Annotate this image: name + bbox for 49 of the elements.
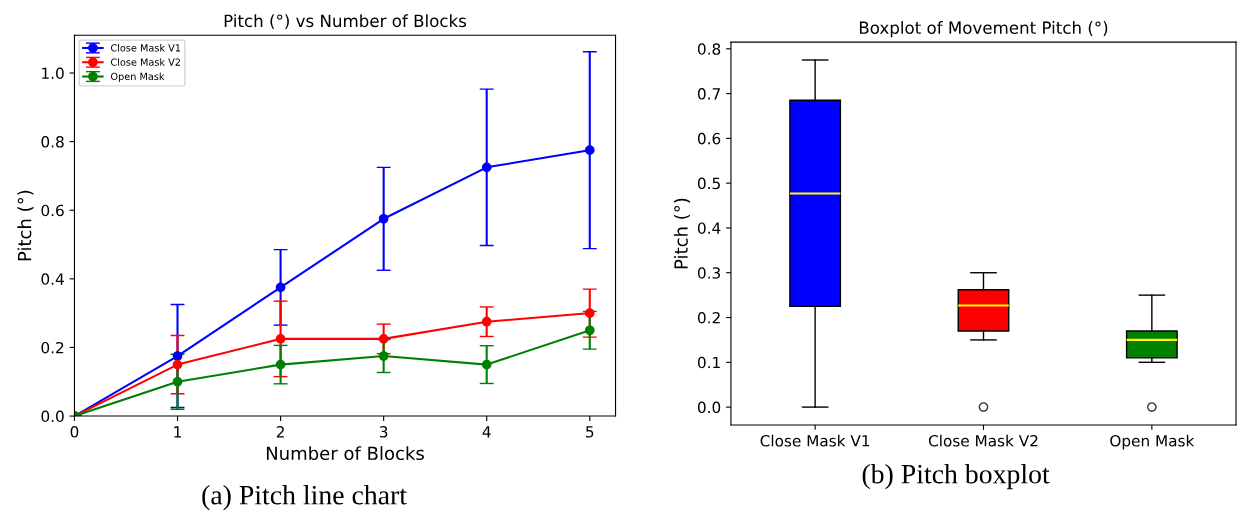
chart-title: Pitch (°) vs Number of Blocks [224,14,467,30]
y-tick-label: 0.6 [41,204,64,217]
y-tick-label: 0.1 [697,356,720,369]
point [172,351,183,361]
y-tick-label: 0.8 [41,136,64,148]
x-tick-label: 5 [586,426,594,438]
x-axis-title: Number of Blocks [266,446,424,461]
x-tick-label: Close Mask V2 [928,434,1038,447]
y-tick-label: 0.3 [697,267,720,279]
point [275,359,286,370]
point [584,145,595,156]
point [172,359,183,370]
y-tick-label: 0.7 [697,88,720,100]
y-axis-title: Pitch (°) [673,198,690,269]
text: (a) Pitch line chart [202,485,407,511]
x-tick-label: 1 [174,426,181,438]
x-tick-label: Close Mask V1 [760,434,870,447]
y-tick-label: 0.4 [697,222,721,234]
y-tick-label: 0.6 [697,132,721,145]
y-tick-label: 0.8 [697,43,721,55]
point [584,325,595,336]
point [275,282,286,293]
y-tick-label: 0.2 [41,341,64,354]
y-tick-label: 0.5 [697,177,720,190]
x-tick-label: 0 [70,426,79,438]
text: (b) Pitch boxplot [862,463,1050,490]
point [378,334,389,344]
point [481,162,492,173]
point [584,308,595,319]
legend-label: Open Mask [110,72,165,82]
y-tick-label: 0.0 [41,410,64,423]
x-tick-label: Open Mask [1110,434,1195,450]
legend-label: Close Mask V1 [110,43,181,52]
y-tick-label: 0.0 [697,401,721,414]
y-axis-title: Pitch (°) [17,190,34,261]
point [378,351,389,361]
y-tick-label: 0.2 [697,311,720,324]
x-tick-label: 2 [276,426,284,438]
point [378,213,389,224]
x-tick-label: 4 [482,426,491,438]
chart-title: Boxplot of Movement Pitch (°) [859,21,1108,38]
y-tick-label: 1.0 [42,67,64,79]
point [172,376,183,387]
x-tick-label: 3 [379,426,388,438]
y-tick-label: 0.4 [41,273,64,285]
point [275,334,286,344]
point [481,359,492,370]
legend-label: Close Mask V2 [110,58,180,66]
point [481,316,492,327]
